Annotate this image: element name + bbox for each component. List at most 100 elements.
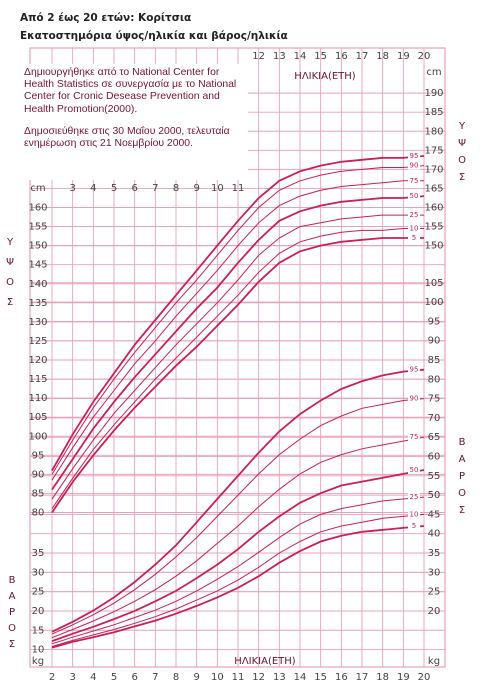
y-tick-label: 95 — [32, 450, 45, 461]
series-label: 75 — [410, 177, 419, 185]
y2-tick-label: 45 — [428, 509, 441, 520]
note-text: Δημοσιεύθηκε στις 30 Μαΐου 2000, τελευτα… — [24, 125, 230, 150]
x-tick-label: 19 — [397, 51, 410, 62]
percentile-line — [51, 469, 425, 642]
x-tick-label: 12 — [252, 672, 265, 683]
x-tick-label: 18 — [376, 51, 389, 62]
y2-tick-label: 50 — [428, 490, 441, 501]
x-tick-label: 2 — [49, 672, 55, 683]
y2-tick-label: 35 — [428, 548, 441, 559]
percentile-line — [51, 496, 425, 645]
y-tick-label: 85 — [32, 488, 45, 499]
y-tick-label: 190 — [424, 88, 443, 99]
x-tick-label: 14 — [294, 672, 307, 683]
y2-tick-label: 55 — [428, 471, 441, 482]
y-tick-label: 175 — [424, 145, 443, 156]
y2-tick-label: 25 — [428, 587, 441, 598]
label-bg — [408, 211, 420, 220]
label-bg — [408, 466, 420, 475]
label-bg — [408, 152, 420, 161]
percentile-line — [51, 165, 425, 475]
x-tick-label: 10 — [211, 183, 224, 194]
y-tick-label: 170 — [424, 164, 443, 175]
x-axis-title: ΗΛΙΚΙΑ(ΕΤΗ) — [294, 71, 356, 82]
y2-tick-label: 85 — [428, 355, 441, 366]
x-tick-label: 4 — [90, 183, 96, 194]
y-tick-label: 140 — [28, 279, 47, 290]
x-tick-label: 17 — [356, 672, 369, 683]
y-tick-label: 145 — [28, 260, 47, 271]
label-bg — [408, 510, 420, 519]
y-tick-label: 150 — [28, 241, 47, 252]
x-axis-title: ΗΛΙΚΙΑ(ΕΤΗ) — [234, 656, 296, 667]
series-label: 95 — [410, 366, 419, 374]
y2-tick-label: 60 — [428, 452, 441, 463]
label-bg — [408, 433, 420, 442]
y-tick-label: 80 — [32, 508, 45, 519]
y-tick-label: 135 — [28, 298, 47, 309]
label-bg — [408, 161, 420, 170]
x-tick-label: 19 — [397, 672, 410, 683]
x-tick-label: 13 — [273, 51, 286, 62]
x-tick-label: 11 — [232, 672, 245, 683]
y-tick-label: 130 — [28, 317, 47, 328]
label-bg — [408, 365, 420, 374]
y-tick-label: 125 — [28, 336, 47, 347]
y2-tick-label: 40 — [428, 529, 441, 540]
y2-tick-label: 35 — [32, 548, 45, 559]
y-tick-label: 185 — [424, 107, 443, 118]
x-tick-label: 14 — [294, 51, 307, 62]
note-text: Δημιουργήθηκε από το National Center for… — [24, 67, 237, 115]
series-label: 25 — [410, 493, 419, 501]
y-tick-label: 105 — [28, 412, 47, 423]
percentile-line — [51, 525, 425, 649]
y2-tick-label: 80 — [428, 374, 441, 385]
x-tick-label: 3 — [69, 672, 75, 683]
y-tick-label: 100 — [28, 431, 47, 442]
label-bg — [408, 493, 420, 502]
series-label: 5 — [412, 234, 416, 242]
unit-label: kg — [32, 656, 44, 667]
percentile-line — [51, 513, 425, 647]
x-tick-label: 16 — [335, 672, 348, 683]
y2-tick-label: 10 — [32, 645, 45, 656]
series-label: 50 — [410, 192, 419, 200]
y2-tick-label: 100 — [424, 297, 443, 308]
x-tick-label: 8 — [173, 183, 179, 194]
x-tick-label: 5 — [111, 672, 117, 683]
x-tick-label: 16 — [335, 51, 348, 62]
subtitle: Εκατοστημόρια ύψος/ηλικία και βάρος/ηλικ… — [20, 30, 288, 42]
series-label: 25 — [410, 211, 419, 219]
percentile-line — [51, 180, 424, 481]
y2-tick-label: 70 — [428, 413, 441, 424]
y-tick-label: 110 — [28, 393, 47, 404]
unit-label: cm — [426, 67, 441, 78]
series-label: 10 — [410, 224, 419, 232]
series-label: 90 — [410, 162, 419, 170]
y-tick-label: 90 — [32, 469, 45, 480]
series-label: 95 — [410, 152, 419, 160]
percentile-line — [51, 195, 425, 491]
label-bg — [408, 394, 420, 403]
y2-tick-label: 90 — [428, 336, 441, 347]
series-label: 10 — [410, 510, 419, 518]
y2-tick-label: 30 — [32, 567, 45, 578]
y2-tick-label: 65 — [428, 432, 441, 443]
x-tick-label: 8 — [173, 672, 179, 683]
percentile-line — [51, 368, 425, 633]
series-label: 5 — [412, 522, 416, 530]
x-tick-label: 12 — [252, 51, 265, 62]
label-bg — [408, 224, 420, 233]
y-tick-label: 165 — [424, 183, 443, 194]
series-label: 75 — [410, 433, 419, 441]
x-tick-label: 10 — [211, 672, 224, 683]
x-tick-label: 7 — [152, 183, 158, 194]
x-tick-label: 17 — [356, 51, 369, 62]
percentile-line — [51, 237, 424, 514]
percentile-line — [51, 398, 425, 635]
unit-label: cm — [30, 183, 45, 194]
